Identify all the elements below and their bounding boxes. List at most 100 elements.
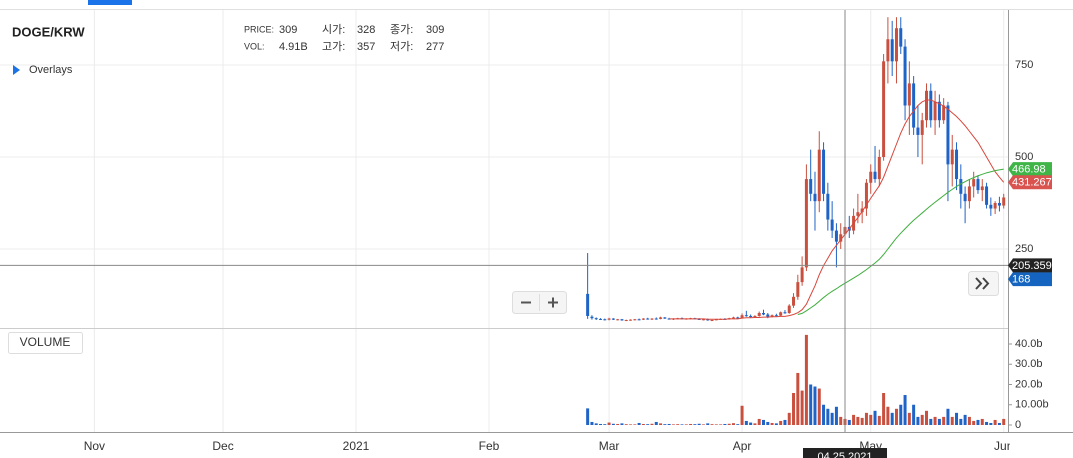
info-label: VOL: <box>244 41 265 51</box>
volume-bar <box>955 412 959 425</box>
volume-bar <box>697 423 701 425</box>
vol-tick-label: 10.00b <box>1015 399 1049 411</box>
volume-bar <box>663 424 667 425</box>
candle-body <box>813 193 817 202</box>
moving-average <box>669 99 1005 320</box>
volume-bar <box>997 422 1001 425</box>
active-tab[interactable] <box>88 0 132 5</box>
volume-bar <box>852 414 856 425</box>
volume-bar <box>706 423 710 425</box>
candle-body <box>586 293 590 316</box>
scroll-button[interactable] <box>968 271 999 296</box>
volume-bar <box>762 419 766 425</box>
candle-body <box>822 149 826 194</box>
volume-bar <box>590 421 594 425</box>
candle-body <box>710 320 714 322</box>
volume-bar <box>894 408 898 425</box>
volume-bar <box>860 417 864 425</box>
candle-body <box>877 157 881 180</box>
candle-body <box>985 186 989 205</box>
volume-button[interactable] <box>8 332 83 354</box>
volume-bar <box>624 424 628 425</box>
candle-body <box>869 171 873 183</box>
volume-bar <box>937 418 941 425</box>
candle-body <box>830 219 834 231</box>
volume-bar <box>873 410 877 425</box>
candle-body <box>701 319 705 321</box>
zoom-control <box>512 291 567 314</box>
y-tick-label: 500 <box>1015 151 1033 163</box>
candle-body <box>590 316 594 319</box>
volume-bar <box>800 390 804 425</box>
volume-bar <box>680 424 684 425</box>
volume-bar <box>727 423 731 425</box>
info-label: 저가: <box>390 40 413 53</box>
candle-body <box>959 179 963 194</box>
candle-body <box>955 149 959 180</box>
candle-body <box>997 203 1001 206</box>
x-tick-label: Feb <box>479 439 500 453</box>
candle-body <box>620 319 624 321</box>
candle-body <box>826 193 830 220</box>
zoom-in[interactable] <box>548 297 558 308</box>
candle-body <box>731 317 735 319</box>
x-tick-label: Jun <box>994 439 1013 453</box>
volume-bar <box>796 372 800 425</box>
volume-bar <box>744 420 748 425</box>
volume-bar <box>599 423 603 425</box>
volume-bar <box>826 408 830 425</box>
volume-bar <box>916 416 920 425</box>
volume-bar <box>950 416 954 425</box>
volume-bar <box>882 393 886 425</box>
candle-body <box>809 179 813 194</box>
candle-body <box>993 203 997 209</box>
volume-bar <box>903 395 907 425</box>
candle-body <box>629 319 633 321</box>
volume-bar <box>980 418 984 425</box>
volume-bar <box>650 423 654 425</box>
candle-body <box>907 83 911 106</box>
volume-bar <box>817 388 821 425</box>
vol-tick-label: 20.0b <box>1015 378 1043 390</box>
volume-bar <box>985 421 989 425</box>
volume-bar <box>586 408 590 425</box>
candle-body <box>757 313 761 316</box>
overlays[interactable]: Overlays <box>29 64 73 76</box>
volume-bar <box>809 384 813 425</box>
candle-body <box>925 90 929 121</box>
candle-body <box>744 315 748 317</box>
candle-body <box>839 234 843 242</box>
volume-bar <box>774 423 778 425</box>
candle-body <box>637 319 641 321</box>
volume-bar <box>766 421 770 425</box>
axis-marker-box <box>1008 162 1052 177</box>
volume-bar <box>899 404 903 425</box>
volume-bar <box>633 424 637 425</box>
info-label: 시가: <box>322 23 345 36</box>
candle-body <box>624 320 628 322</box>
candle-body <box>950 149 954 165</box>
volume-bar <box>929 418 933 425</box>
volume-bar <box>890 412 894 425</box>
volume-bar <box>641 423 645 425</box>
volume-bar <box>946 408 950 425</box>
volume-bar <box>693 424 697 425</box>
crosshair-y-label-box <box>1008 258 1052 273</box>
candle-body <box>894 28 898 62</box>
volume-bar <box>1002 418 1006 425</box>
candle-body <box>792 296 796 306</box>
volume-bar <box>834 406 838 425</box>
volume-label[interactable]: VOLUME <box>20 335 71 349</box>
y-tick-label: 250 <box>1015 243 1033 255</box>
volume-bar <box>701 424 705 425</box>
candle-body <box>890 39 894 62</box>
x-axis: OctNovDec2021FebMarAprMayJun <box>84 439 1013 453</box>
scroll-icon[interactable] <box>975 277 990 290</box>
candle-body <box>663 317 667 319</box>
overlays-icon[interactable] <box>13 65 20 75</box>
volume-bar <box>654 421 658 425</box>
scroll-box[interactable] <box>968 271 999 296</box>
volume-bar <box>925 410 929 425</box>
